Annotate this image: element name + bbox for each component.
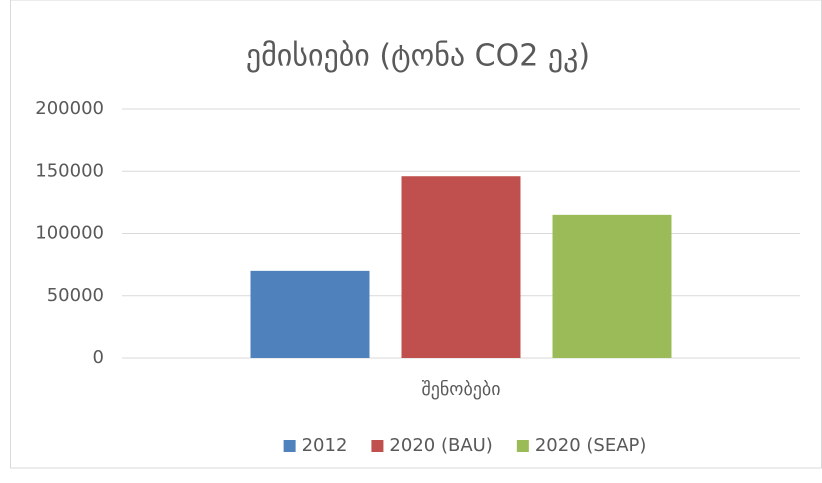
- legend-swatch: [371, 440, 384, 452]
- y-tick-label: 100000: [35, 223, 104, 244]
- bar: [401, 176, 521, 358]
- legend-swatch: [283, 440, 296, 452]
- chart-title: ემისიები (ტონა CO2 ეკ): [246, 39, 590, 74]
- legend-label: 2020 (BAU): [389, 435, 492, 456]
- legend-swatch: [516, 440, 529, 452]
- y-tick-label: 150000: [35, 160, 104, 181]
- legend-label: 2020 (SEAP): [535, 435, 647, 456]
- x-tick-label: შენობები: [421, 379, 500, 400]
- legend-label: 2012: [302, 435, 348, 456]
- y-tick-label: 0: [93, 347, 104, 368]
- bar: [552, 214, 672, 358]
- bar: [250, 270, 370, 358]
- y-tick-label: 50000: [47, 285, 104, 306]
- y-tick-label: 200000: [35, 98, 104, 119]
